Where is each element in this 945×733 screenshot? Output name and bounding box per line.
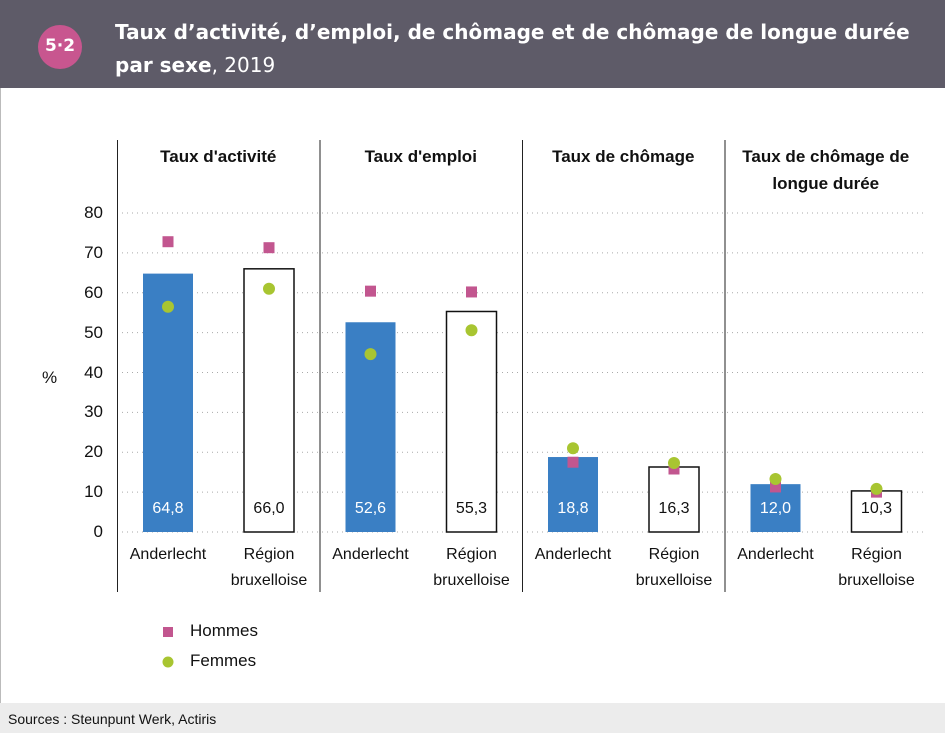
chart-title: Taux d’activité, d’emploi, de chômage et… [115,20,910,77]
y-tick-label: 30 [84,402,103,422]
x-tick-label: Région bruxelloise [230,546,308,589]
footer-band [0,703,945,733]
femmes-marker [465,324,478,337]
x-tick-label: Anderlecht [737,546,814,563]
femmes-marker [162,300,174,313]
hommes-marker [263,242,275,254]
legend-swatch [162,656,174,668]
femmes-marker [769,472,782,485]
y-tick-label: 40 [84,362,103,382]
hommes-marker [162,236,174,248]
value-label: 55,3 [455,500,488,517]
bar [548,457,598,532]
legend-swatch [163,627,173,637]
y-axis-label: % [42,368,58,387]
value-label: 64,8 [152,500,184,517]
legend-label: Hommes [190,621,259,640]
femmes-marker [870,482,883,495]
x-tick-label: Anderlecht [129,546,207,563]
femmes-marker [263,282,275,295]
title-block: Taux d’activité, d’emploi, de chômage et… [115,16,940,82]
x-tick-label: Anderlecht [332,546,409,563]
bar [648,466,700,533]
panel-title: Taux de chômage de longue durée [742,147,910,193]
panel-title: Taux d'activité [160,147,277,166]
title-suffix: , 2019 [211,53,276,77]
y-tick-label: 50 [84,322,103,342]
bar [850,490,903,533]
panel-title: Taux d'emploi [364,147,477,166]
y-tick-label: 60 [84,282,103,302]
legend-label: Femmes [190,651,257,670]
value-label: 12,0 [759,500,792,517]
y-tick-label: 20 [84,442,103,462]
value-label: 66,0 [253,500,285,517]
value-label: 52,6 [354,500,387,517]
value-label: 18,8 [557,500,589,517]
badge-circle [38,25,82,69]
y-tick-label: 80 [84,203,103,222]
hommes-marker [567,456,579,468]
y-tick-label: 10 [84,482,103,502]
y-tick-label: 0 [93,522,103,541]
x-tick-label: Région bruxelloise [433,546,510,589]
panel-title: Taux de chômage [552,147,695,166]
source: Sources : Steunpunt Werk, Actiris [8,711,217,727]
value-label: 10,3 [860,500,893,517]
femmes-marker [364,348,377,361]
x-tick-label: Région bruxelloise [838,546,915,589]
badge: 5·2 [44,36,76,56]
x-tick-label: Anderlecht [534,546,612,563]
femmes-marker [668,457,680,470]
header-band [0,0,945,88]
hommes-marker [365,285,376,297]
hommes-marker [770,481,781,493]
x-tick-label: Région bruxelloise [635,546,713,589]
bar [445,310,498,533]
value-label: 16,3 [658,500,690,517]
bar [143,273,193,532]
hommes-marker [466,286,477,298]
y-tick-label: 70 [84,242,103,262]
bar [243,268,295,533]
femmes-marker [567,442,579,455]
